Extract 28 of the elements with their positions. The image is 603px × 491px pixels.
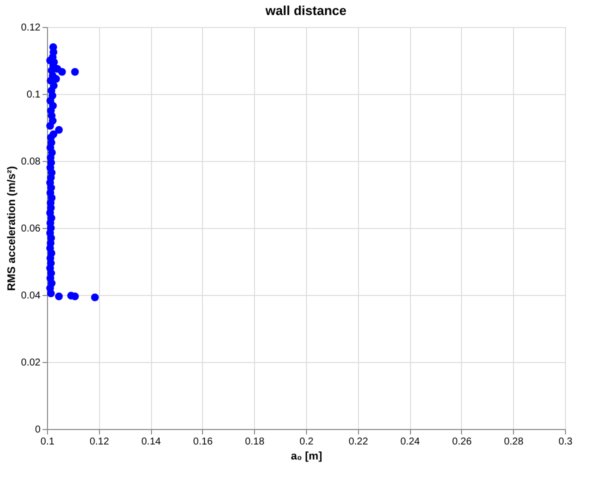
y-tick-label: 0.06 <box>21 224 41 234</box>
y-tick-label: 0.04 <box>21 290 41 302</box>
y-tick-label: 0.02 <box>21 358 41 368</box>
point <box>49 43 58 51</box>
x-tick-label: 0.24 <box>400 436 420 448</box>
x-axis-title: a₀ [m] <box>290 450 322 462</box>
y-tick-label: 0.1 <box>26 90 41 100</box>
x-tick-label: 0.1 <box>40 436 55 448</box>
x-tick-label: 0.16 <box>193 436 214 448</box>
point <box>50 130 58 138</box>
point <box>71 292 79 300</box>
x-tick-label: 0.26 <box>452 436 472 448</box>
y-tick-label: 0.12 <box>21 22 41 34</box>
point <box>91 293 99 302</box>
chart-title: wall distance <box>264 3 346 18</box>
y-axis-title: RMS acceleration (m/s²) <box>6 166 18 291</box>
x-tick-label: 0.18 <box>244 436 265 448</box>
x-tick-label: 0.12 <box>90 436 110 448</box>
y-tick-label: 0.08 <box>21 156 41 168</box>
point <box>71 68 79 76</box>
point <box>55 292 63 300</box>
x-tick-label: 0.3 <box>558 436 573 448</box>
x-tick-label: 0.14 <box>141 436 162 448</box>
x-tick-label: 0.28 <box>504 436 524 448</box>
x-tick-label: 0.22 <box>348 436 368 448</box>
x-tick-label: 0.2 <box>300 436 314 448</box>
y-tick-label: 0 <box>34 424 41 436</box>
point <box>55 126 63 134</box>
